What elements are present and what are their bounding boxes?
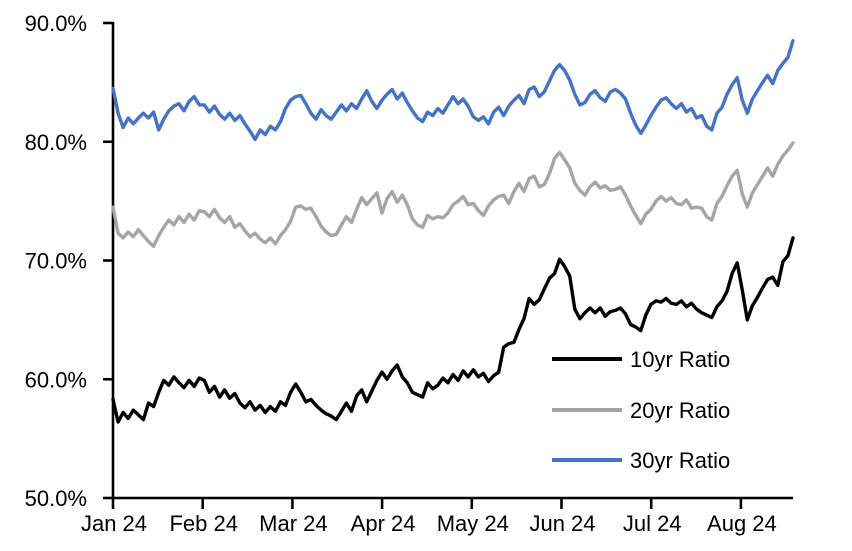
x-axis-tick-label: Jan 24: [81, 511, 147, 536]
x-axis-tick-label: Apr 24: [351, 511, 416, 536]
legend-label-30yr: 30yr Ratio: [630, 448, 730, 473]
y-axis-tick-label: 70.0%: [25, 249, 87, 274]
series-layer: [111, 39, 795, 424]
series-line-20yr-ratio: [111, 141, 795, 249]
x-axis-tick-label: Jun 24: [529, 511, 595, 536]
legend-item-10yr: 10yr Ratio: [552, 347, 730, 372]
y-axis-tick-label: 80.0%: [25, 130, 87, 155]
x-axis-tick-label: Feb 24: [169, 511, 238, 536]
axes-layer: 90.0% 80.0% 70.0% 60.0% 50.0%Jan 24 Feb 24 Mar…: [25, 11, 793, 536]
legend-item-30yr: 30yr Ratio: [552, 448, 730, 473]
y-axis-tick-label: 90.0%: [25, 11, 87, 36]
legend-label-10yr: 10yr Ratio: [630, 347, 730, 372]
chart-legend: 10yr Ratio 20yr Ratio 30yr Ratio: [552, 347, 730, 473]
series-line-30yr-ratio: [111, 39, 795, 142]
y-axis-tick-label: 60.0%: [25, 367, 87, 392]
legend-item-20yr: 20yr Ratio: [552, 398, 730, 423]
x-axis-tick-label: Aug 24: [707, 511, 777, 536]
legend-label-20yr: 20yr Ratio: [630, 398, 730, 423]
x-axis-tick-label: May 24: [437, 511, 509, 536]
x-axis-tick-label: Jul 24: [623, 511, 682, 536]
series-line-10yr-ratio: [111, 236, 795, 424]
x-axis-tick-label: Mar 24: [259, 511, 327, 536]
y-axis-tick-label: 50.0%: [25, 486, 87, 511]
